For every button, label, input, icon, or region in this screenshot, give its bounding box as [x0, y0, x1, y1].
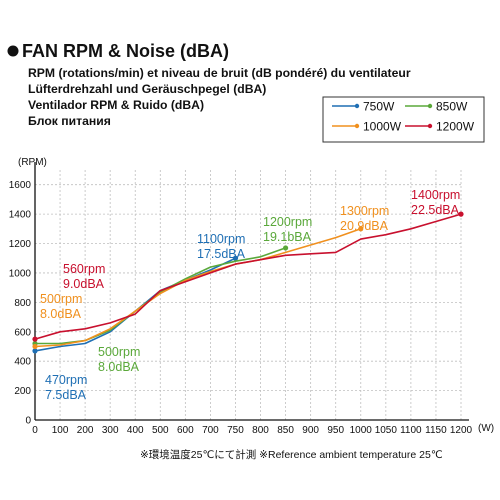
y-axis-label: (RPM)	[18, 157, 47, 168]
chart-title: FAN RPM & Noise (dBA)	[22, 41, 229, 61]
x-tick-label: 950	[327, 425, 344, 436]
annotation-label: 8.0dBA	[40, 307, 82, 321]
footnote: ※環境温度25℃にて計測 ※Reference ambient temperat…	[140, 448, 443, 461]
annotation-label: 20.9dBA	[340, 219, 389, 233]
legend-marker-1000W	[354, 123, 360, 129]
series-point-start-1000W	[32, 343, 38, 350]
x-tick-label: 1200	[450, 425, 473, 436]
x-tick-label: 900	[302, 425, 319, 436]
black-circle-bullet-icon	[7, 45, 19, 57]
series-point-end-750W	[232, 255, 239, 261]
y-tick-label: 1600	[9, 180, 32, 191]
y-tick-label: 800	[14, 298, 31, 309]
subtitle-de: Lüfterdrehzahl und Geräuschpegel (dBA)	[28, 82, 266, 96]
y-tick-label: 1200	[9, 239, 32, 250]
x-tick-label: 600	[177, 425, 194, 436]
x-tick-label: 300	[102, 425, 119, 436]
legend-label-1000W: 1000W	[363, 120, 402, 134]
series-point-start-1200W	[32, 336, 38, 342]
x-tick-label: 1000	[350, 425, 373, 436]
subtitle-fr: RPM (rotations/min) et niveau de bruit (…	[28, 66, 411, 80]
x-tick-label: 400	[127, 425, 144, 436]
legend: 750W 850W 1000W 1200W	[322, 96, 485, 143]
y-tick-label: 1400	[9, 210, 32, 221]
x-tick-label: 1050	[375, 425, 398, 436]
y-tick-label: 400	[14, 357, 31, 368]
x-tick-label: 850	[277, 425, 294, 436]
series-point-end-1200W	[458, 211, 464, 217]
y-tick-label: 600	[14, 327, 31, 338]
x-tick-label: 1100	[400, 425, 422, 436]
annotation-label: 500rpm	[40, 292, 82, 306]
x-tick-label: 750	[227, 425, 244, 436]
x-tick-label: 100	[52, 425, 69, 436]
subtitle-es: Ventilador RPM & Ruido (dBA)	[28, 98, 204, 112]
legend-marker-750W	[354, 103, 360, 109]
annotation-label: 1400rpm	[411, 188, 460, 202]
annotation-label: 470rpm	[45, 373, 87, 387]
annotation-label: 500rpm	[98, 345, 140, 359]
series-line-1000W	[34, 228, 362, 348]
x-tick-label: 800	[252, 425, 269, 436]
legend-marker-1200W	[427, 123, 433, 129]
annotation-label: 22.5dBA	[411, 203, 460, 217]
y-tick-label: 0	[25, 416, 31, 427]
legend-label-750W: 750W	[363, 100, 395, 114]
series-point-end-850W	[282, 245, 289, 251]
annotation-label: 1200rpm	[263, 215, 312, 229]
y-tick-label: 200	[14, 386, 31, 397]
legend-label-1200W: 1200W	[436, 120, 475, 134]
series-point-end-1000W	[358, 226, 364, 232]
annotation-label: 560rpm	[63, 262, 105, 276]
legend-label-850W: 850W	[436, 100, 468, 114]
series-line-1200W	[34, 213, 462, 340]
annotation-label: 9.0dBA	[63, 277, 105, 291]
annotation-label: 17.5dBA	[197, 247, 246, 261]
x-tick-label: 200	[77, 425, 94, 436]
series-point-start-750W	[32, 348, 38, 354]
annotation-label: 1100rpm	[197, 232, 245, 246]
annotation-label: 19.1bBA	[263, 230, 312, 244]
x-tick-label: 500	[152, 425, 169, 436]
x-tick-label: 1150	[425, 425, 447, 436]
x-axis-label: (W)	[478, 423, 494, 434]
legend-box	[322, 96, 485, 143]
x-tick-label: 700	[202, 425, 219, 436]
annotation-label: 8.0dBA	[98, 360, 140, 374]
annotation-label: 7.5dBA	[45, 388, 87, 402]
annotation-label: 1300rpm	[340, 204, 389, 218]
legend-marker-850W	[427, 103, 433, 109]
subtitle-ru: Блок питания	[28, 114, 111, 128]
x-tick-label: 0	[32, 425, 38, 436]
y-tick-label: 1000	[9, 268, 32, 279]
